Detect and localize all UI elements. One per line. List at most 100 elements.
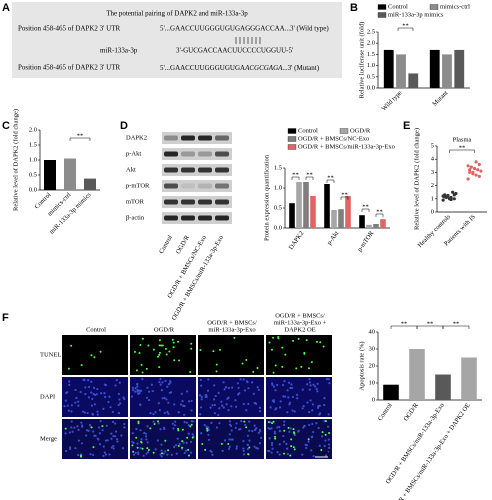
tunel-cell — [290, 438, 293, 441]
nucleus — [270, 443, 274, 447]
nucleus — [121, 447, 125, 450]
bar — [366, 224, 372, 228]
tunel-cell — [173, 359, 176, 362]
y-tick-label: 5 — [431, 142, 434, 149]
tunel-cell — [292, 339, 295, 342]
nucleus — [257, 388, 260, 392]
blot-band — [164, 183, 178, 189]
nucleus — [207, 378, 210, 381]
nucleus — [71, 430, 74, 433]
nucleus — [149, 412, 152, 415]
annotation: ** — [459, 144, 466, 151]
nucleus — [327, 378, 330, 381]
nucleus — [318, 412, 322, 415]
nucleus — [166, 453, 169, 456]
nucleus — [114, 422, 117, 425]
nucleus — [207, 426, 210, 429]
nucleus — [112, 444, 115, 448]
tunel-cell — [181, 446, 184, 449]
nucleus — [91, 397, 94, 401]
nucleus — [90, 380, 93, 383]
tunel-cell — [140, 363, 143, 366]
micrograph — [130, 377, 196, 417]
pairing-bars — [235, 37, 261, 44]
y-tick-label: 0.0 — [274, 224, 282, 231]
nucleus — [146, 386, 149, 389]
nucleus — [183, 421, 186, 424]
tunel-cell — [267, 421, 270, 424]
y-tick-label: 1.5 — [274, 164, 282, 171]
nucleus — [77, 439, 81, 442]
nucleus — [251, 381, 254, 384]
tunel-cell — [215, 370, 218, 373]
nucleus — [83, 378, 86, 382]
nucleus — [283, 379, 286, 383]
nucleus — [102, 445, 105, 448]
nucleus — [271, 382, 274, 385]
nucleus — [100, 392, 103, 395]
nucleus — [68, 380, 71, 383]
nucleus — [327, 450, 330, 453]
nucleus — [178, 442, 181, 445]
y-tick-label: 20 — [369, 362, 376, 369]
tunel-cell — [164, 439, 167, 442]
nucleus — [204, 394, 207, 397]
tunel-cell — [322, 345, 325, 348]
tunel-cell — [190, 347, 193, 350]
nucleus — [315, 387, 318, 391]
nucleus — [222, 406, 225, 409]
nucleus — [308, 388, 311, 391]
nucleus — [276, 383, 279, 387]
tunel-cell — [136, 446, 139, 449]
nucleus — [152, 420, 155, 423]
legend-swatch — [287, 144, 297, 150]
nucleus — [68, 446, 72, 449]
point — [476, 168, 480, 172]
nucleus — [235, 445, 239, 448]
nucleus — [312, 430, 315, 434]
point — [472, 166, 477, 171]
tunel-cell — [79, 455, 82, 458]
nucleus — [306, 383, 309, 386]
significance-bracket — [397, 27, 414, 31]
nucleus — [87, 396, 91, 399]
nucleus — [230, 429, 233, 432]
nucleus — [176, 437, 179, 440]
tunel-cell — [161, 344, 164, 347]
nucleus — [231, 438, 234, 441]
tunel-cell — [274, 364, 277, 367]
nucleus — [243, 389, 247, 392]
tunel-cell — [277, 336, 280, 339]
nucleus — [154, 448, 157, 451]
image-row-label: DAPI — [40, 393, 55, 400]
tunel-cell — [272, 371, 275, 374]
nucleus — [107, 400, 110, 404]
nucleus — [325, 377, 328, 381]
nucleus — [287, 381, 291, 384]
x-tick-label: p-mTOR — [356, 229, 376, 253]
blot-strip — [162, 196, 232, 208]
nucleus — [252, 392, 255, 396]
micrograph — [266, 335, 332, 375]
tunel-cell — [292, 446, 295, 449]
blot-band — [215, 151, 229, 157]
point — [466, 164, 470, 168]
tunel-cell — [272, 420, 275, 423]
tunel-cell — [292, 428, 295, 431]
nucleus — [120, 434, 123, 437]
nucleus — [189, 440, 193, 444]
nucleus — [328, 446, 331, 449]
tunel-cell — [316, 340, 319, 343]
significance-bracket — [340, 196, 349, 200]
tunel-cell — [284, 353, 287, 356]
point — [479, 169, 483, 173]
tunel-cell — [177, 340, 180, 343]
nucleus — [151, 389, 154, 393]
nucleus — [287, 396, 290, 399]
nucleus — [253, 428, 257, 432]
y-tick-label: 0.5 — [274, 204, 282, 211]
nucleus — [256, 386, 259, 389]
nucleus — [220, 400, 223, 403]
nucleus — [200, 432, 203, 435]
nucleus — [237, 386, 240, 390]
